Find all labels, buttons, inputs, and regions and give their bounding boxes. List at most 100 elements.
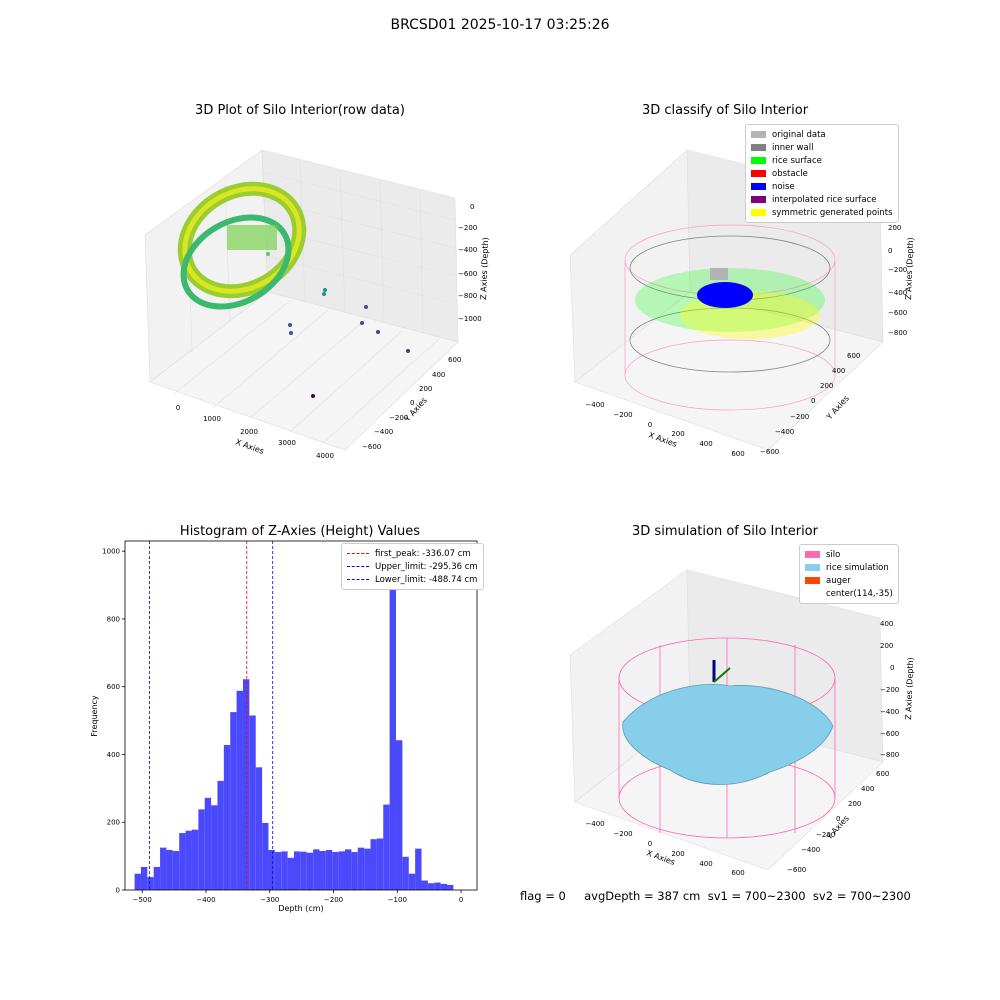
y-tick-label: 1000 bbox=[102, 548, 120, 556]
panel1-title: 3D Plot of Silo Interior(row data) bbox=[195, 103, 405, 118]
legend-label: first_peak: -336.07 cm bbox=[375, 548, 471, 559]
histogram-axes-frame bbox=[124, 540, 478, 891]
panel1-pane-floor bbox=[149, 291, 459, 451]
p1-ztick-3: −600 bbox=[458, 270, 477, 278]
histogram-bar bbox=[268, 850, 275, 890]
histogram-bar bbox=[287, 857, 294, 890]
histogram-bar bbox=[242, 679, 250, 890]
p1-ytick-1: 400 bbox=[432, 371, 445, 379]
histogram-bar bbox=[179, 833, 186, 890]
p2-ytick-3: 0 bbox=[811, 397, 815, 405]
legend-swatch bbox=[805, 590, 820, 597]
panel3-legend: first_peak: -336.07 cm Upper_limit: -295… bbox=[341, 543, 484, 590]
histogram-bar bbox=[198, 809, 205, 890]
histogram-bar bbox=[160, 847, 167, 890]
histogram-bar bbox=[274, 852, 282, 890]
p2-ytick-4: −200 bbox=[790, 413, 809, 421]
p2-ztick-1: 0 bbox=[888, 247, 892, 255]
histogram-bar bbox=[223, 744, 231, 890]
histogram-bar bbox=[383, 804, 390, 890]
p4-ztick-4: −400 bbox=[880, 708, 899, 716]
p1-xtick-0: 0 bbox=[176, 404, 180, 412]
p4-ztick-6: −800 bbox=[880, 751, 899, 759]
x-tick-label: 0 bbox=[459, 896, 463, 904]
p1-xtick-1: 1000 bbox=[203, 415, 221, 423]
histogram-bar bbox=[249, 715, 256, 890]
p1-ztick-1: −200 bbox=[458, 224, 477, 232]
histogram-bar bbox=[255, 767, 263, 890]
panel1-grid bbox=[174, 159, 458, 445]
p1-ztick-4: −800 bbox=[458, 292, 477, 300]
p2-xtick-5: 600 bbox=[731, 450, 744, 458]
histogram-bar bbox=[440, 883, 448, 890]
histogram-bar bbox=[293, 851, 301, 890]
figure-title: BRCSD01 2025-10-17 03:25:26 bbox=[390, 17, 610, 33]
histogram-bar bbox=[408, 873, 416, 890]
legend-label: auger bbox=[826, 575, 851, 586]
p4-ytick-2: 200 bbox=[848, 800, 861, 808]
p1-ztick-2: −400 bbox=[458, 246, 477, 254]
panel1-panes bbox=[144, 149, 459, 451]
legend-swatch bbox=[751, 144, 766, 151]
histogram-bar bbox=[166, 850, 173, 890]
histogram-bar bbox=[396, 740, 403, 890]
p1-ytick-2: 200 bbox=[419, 385, 432, 393]
p1-xlabel: X Axies bbox=[234, 437, 265, 456]
legend-swatch bbox=[805, 577, 820, 584]
x-tick-label: −400 bbox=[196, 896, 215, 904]
legend-line bbox=[347, 566, 369, 567]
legend-label: original data bbox=[772, 129, 826, 140]
p2-ytick-0: 600 bbox=[847, 352, 860, 360]
p4-ytick-5: −400 bbox=[801, 846, 820, 854]
panel3-title: Histogram of Z-Axies (Height) Values bbox=[179, 524, 421, 539]
p1-xtick-2: 2000 bbox=[240, 428, 258, 436]
histogram-bar bbox=[204, 797, 212, 890]
histogram-bar bbox=[351, 852, 358, 890]
p4-xtick-3: 200 bbox=[671, 850, 684, 858]
legend-label: Upper_limit: -295.36 cm bbox=[375, 561, 478, 572]
histogram-bar bbox=[217, 780, 224, 890]
panel4-auger bbox=[712, 660, 731, 683]
p1-ztick-0: 0 bbox=[470, 203, 474, 211]
p4-xtick-5: 600 bbox=[731, 869, 744, 877]
panel2-legend: original data inner wall rice surface ob… bbox=[745, 124, 899, 223]
y-tick-label: 800 bbox=[107, 615, 120, 623]
y-tick-label: 200 bbox=[107, 819, 120, 827]
panel4-rice-surface bbox=[622, 683, 834, 785]
x-tick-label: −200 bbox=[324, 896, 343, 904]
p4-ytick-4: −200 bbox=[816, 831, 835, 839]
legend-swatch bbox=[751, 209, 766, 216]
legend-swatch bbox=[751, 183, 766, 190]
p2-xtick-4: 400 bbox=[699, 440, 712, 448]
histogram-bar bbox=[281, 851, 288, 890]
legend-label: silo bbox=[826, 549, 841, 560]
legend-label: Lower_limit: -488.74 cm bbox=[375, 574, 478, 585]
panel2-3d-plot: −400 −200 0 200 400 600 600 400 200 0 −2… bbox=[569, 149, 915, 458]
legend-swatch bbox=[751, 170, 766, 177]
p1-zlabel: Z Axies (Depth) bbox=[479, 237, 490, 300]
histogram-bar bbox=[434, 882, 441, 890]
histogram-bar bbox=[370, 839, 377, 890]
legend-line bbox=[347, 579, 369, 580]
histogram-bar bbox=[447, 884, 454, 890]
histogram-bar bbox=[415, 848, 422, 890]
x-tick-label: −100 bbox=[388, 896, 407, 904]
y-tick-label: 0 bbox=[116, 887, 120, 895]
p2-ztick-0: 200 bbox=[888, 224, 901, 232]
legend-label: center(114,-35) bbox=[826, 588, 893, 599]
panel1-3d-plot: 0 1000 2000 3000 4000 600 400 200 0 −200… bbox=[144, 149, 490, 460]
panel4-legend: silo rice simulation auger center(114,-3… bbox=[799, 544, 899, 604]
histogram-bar bbox=[236, 690, 243, 890]
y-tick-label: 600 bbox=[107, 683, 120, 691]
y-tick-label: 400 bbox=[107, 751, 120, 759]
p2-ytick-6: −600 bbox=[760, 448, 779, 456]
histogram-bar bbox=[306, 852, 314, 890]
p4-xtick-2: 0 bbox=[648, 840, 652, 848]
panel3-histogram: −500 −400 −300 −200 −100 0 02004006008001000 … bbox=[90, 540, 478, 913]
panel2-rice-surface bbox=[635, 268, 825, 339]
legend-label: inner wall bbox=[772, 142, 814, 153]
legend-swatch bbox=[805, 564, 820, 571]
histogram-bar bbox=[364, 848, 371, 890]
panel1-ring-points bbox=[177, 181, 307, 310]
p1-ylabel: Y Axies bbox=[402, 396, 429, 424]
